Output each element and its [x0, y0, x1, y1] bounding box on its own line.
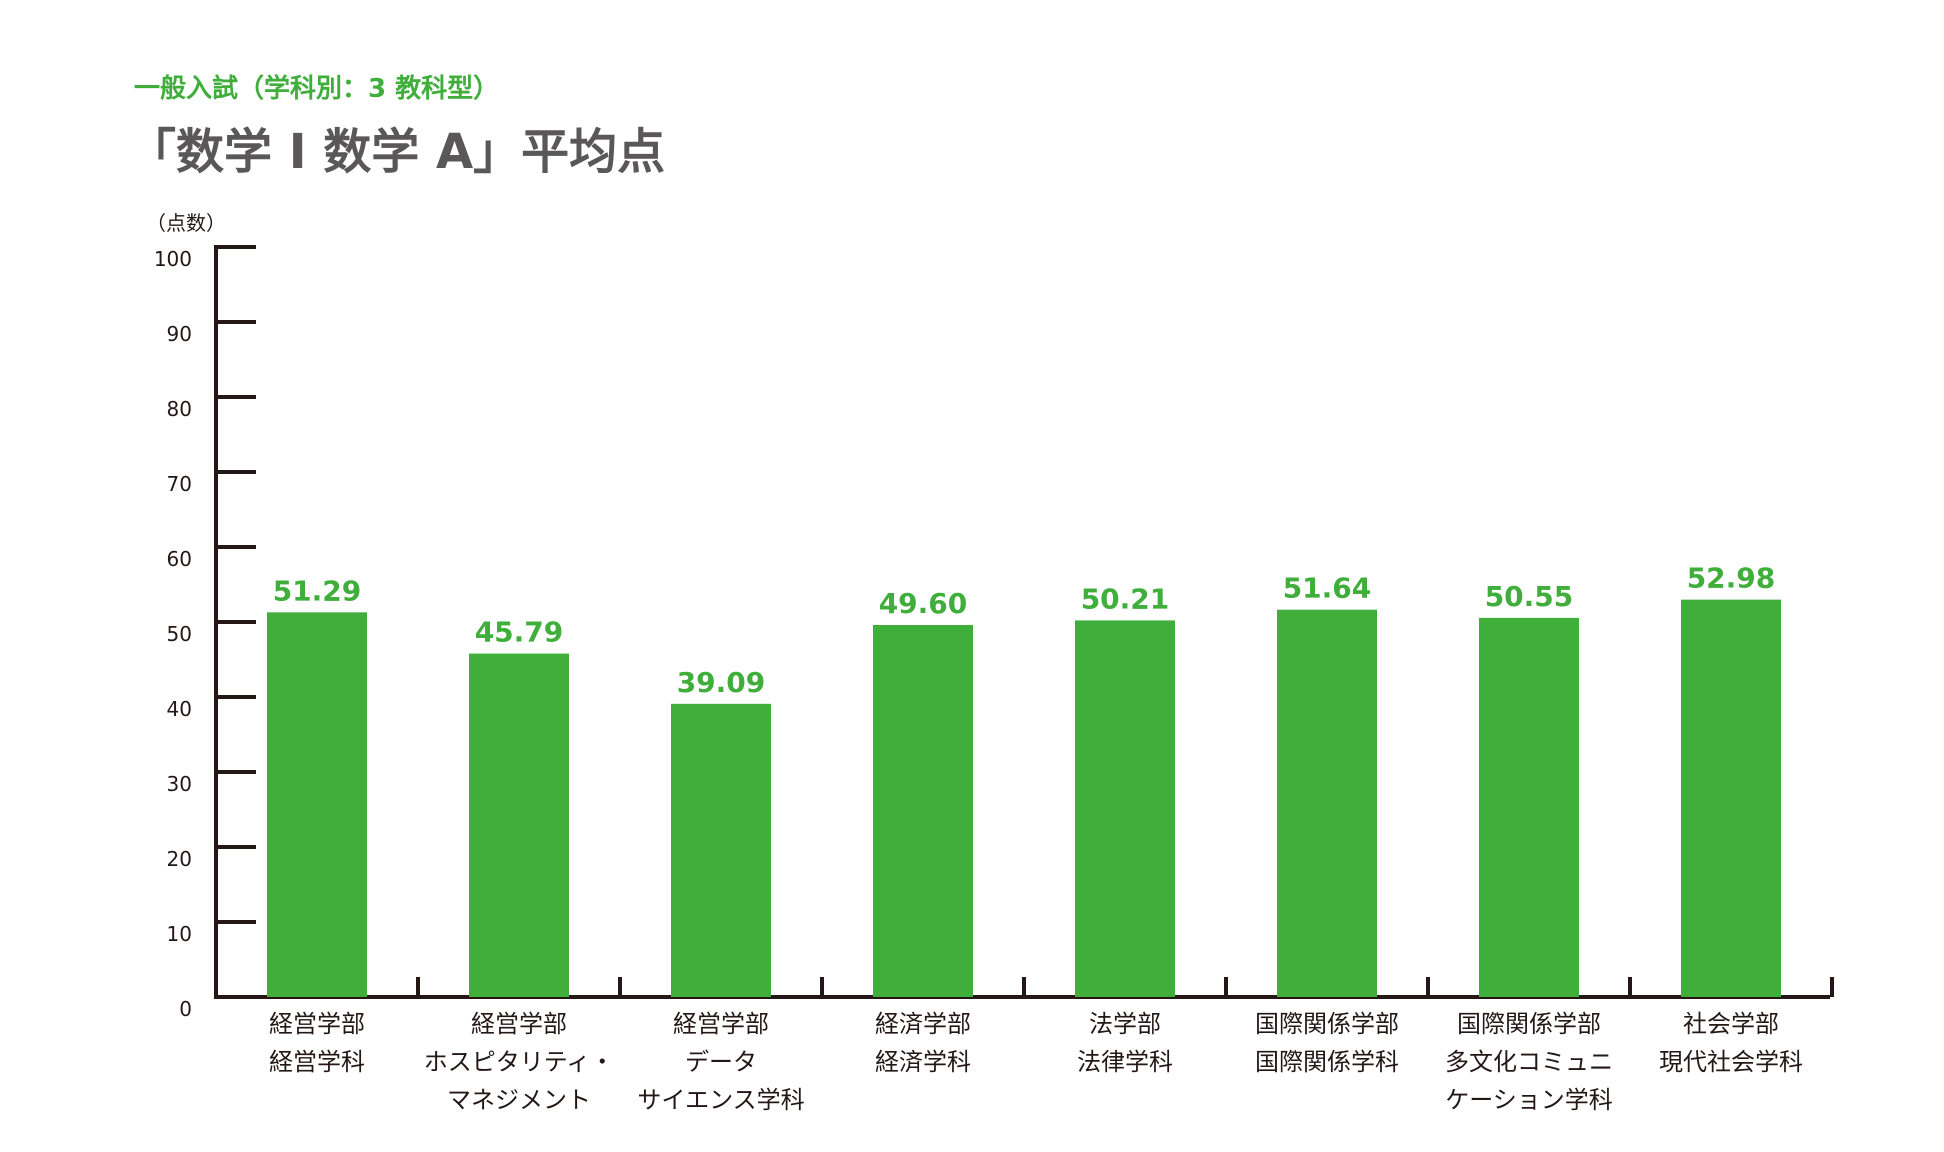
y-tick-label: 60	[167, 547, 192, 571]
bar-value-label: 52.98	[1687, 562, 1776, 595]
category-label: マネジメント	[447, 1086, 591, 1114]
category-label: 経営学科	[269, 1048, 365, 1076]
y-tick-label: 40	[167, 697, 192, 721]
category-label: サイエンス学科	[637, 1086, 804, 1114]
bar-value-label: 51.29	[273, 574, 362, 607]
category-label: 経営学部	[471, 1010, 567, 1038]
y-axis: （点数） 0 10 20 30 40 50 60 70 80 90 100	[146, 211, 256, 1021]
category-label: 経済学科	[875, 1048, 971, 1076]
y-tick-label: 10	[167, 922, 192, 946]
category-label: 社会学部	[1683, 1010, 1779, 1038]
category-label: データ	[685, 1048, 757, 1076]
bars	[267, 599, 1781, 997]
category-label: ケーション学科	[1445, 1086, 1613, 1114]
bar	[671, 703, 771, 997]
category-label: 法学部	[1089, 1010, 1161, 1038]
bar	[873, 625, 973, 997]
y-tick-label: 0	[179, 997, 192, 1021]
bar	[1681, 599, 1781, 997]
category-labels: 経営学部経営学科経営学部ホスピタリティ・マネジメント経営学部データサイエンス学科…	[269, 1010, 1803, 1114]
category-label: 経済学部	[875, 1010, 971, 1038]
bar-value-label: 39.09	[677, 666, 766, 699]
category-label: 国際関係学部	[1255, 1010, 1399, 1038]
category-label: 多文化コミュニ	[1445, 1048, 1613, 1076]
bar	[1479, 617, 1579, 997]
y-axis-unit-label: （点数）	[146, 211, 226, 235]
chart-title: 「数学 I 数学 A」平均点	[128, 124, 666, 180]
bar-value-label: 49.60	[879, 587, 968, 620]
y-tick-label: 90	[167, 322, 192, 346]
y-tick-label: 80	[167, 397, 192, 421]
category-label: 国際関係学部	[1457, 1010, 1601, 1038]
bar-value-label: 45.79	[475, 616, 564, 649]
bar-value-label: 50.21	[1081, 582, 1170, 615]
y-tick-label: 50	[167, 622, 192, 646]
category-label: 経営学部	[673, 1010, 769, 1038]
category-label: ホスピタリティ・	[424, 1048, 615, 1076]
category-label: 法律学科	[1077, 1048, 1173, 1076]
category-label: 経営学部	[269, 1010, 365, 1038]
bar	[1075, 620, 1175, 997]
bar	[1277, 609, 1377, 997]
category-label: 現代社会学科	[1659, 1048, 1803, 1076]
x-axis	[214, 977, 1834, 999]
bar-value-label: 50.55	[1485, 580, 1574, 613]
y-tick-label: 100	[154, 247, 192, 271]
y-tick-label: 30	[167, 772, 192, 796]
bar	[267, 612, 367, 997]
chart-subtitle: 一般入試（学科別：3 教科型）	[134, 74, 500, 104]
y-tick-label: 70	[167, 472, 192, 496]
bar	[469, 653, 569, 997]
bar-value-label: 51.64	[1283, 572, 1372, 605]
category-label: 国際関係学科	[1255, 1048, 1399, 1076]
y-tick-label: 20	[167, 847, 192, 871]
value-labels: 51.29 45.79 39.09 49.60 50.21 51.64 50.55 52.98	[273, 562, 1776, 699]
